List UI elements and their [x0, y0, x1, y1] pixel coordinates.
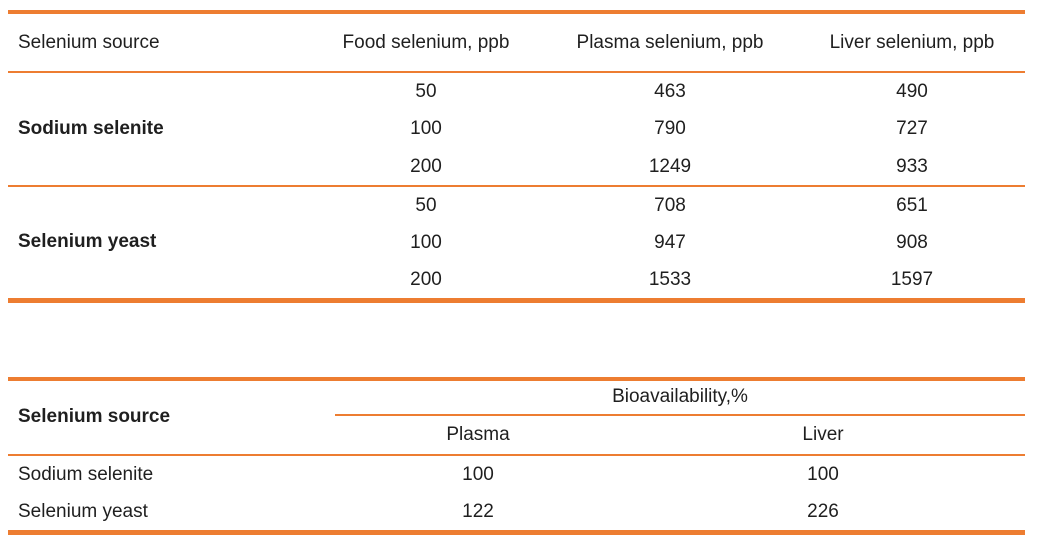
plasma-value-cell: 947: [654, 232, 686, 253]
liver-value-cell: 908: [896, 232, 928, 253]
plasma-value-cell: 790: [654, 118, 686, 139]
liver-value-cell: 226: [807, 500, 839, 522]
table-row: 100 947 908: [8, 224, 1025, 262]
food-value-cell: 200: [410, 155, 442, 177]
plasma-value-cell: 100: [462, 463, 494, 485]
document-page: Selenium source Food selenium, ppb Plasm…: [8, 10, 1026, 535]
liver-value-cell: 727: [896, 118, 928, 139]
header-bioavailability: Bioavailability,%: [335, 378, 1026, 416]
sodium-selenite-group: Sodium selenite 50 463 490 100 790 727 2…: [8, 72, 1025, 186]
table-row: Sodium selenite 100 100: [8, 455, 1025, 494]
source-cell: Selenium yeast: [18, 231, 157, 253]
table-row: 200 1533 1597: [8, 262, 1025, 300]
bioavailability-table: Selenium source Bioavailability,% Plasma…: [8, 376, 1026, 535]
liver-value-cell: 1597: [890, 268, 934, 290]
liver-value-cell: 100: [807, 463, 839, 485]
food-value-cell: 100: [410, 232, 442, 253]
header-plasma: Plasma: [446, 423, 510, 445]
plasma-value-cell: 1249: [648, 155, 692, 177]
table1-header-row: Selenium source Food selenium, ppb Plasm…: [8, 12, 1025, 72]
table-row: Sodium selenite 50 463 490: [8, 72, 1025, 140]
source-cell: Selenium yeast: [18, 500, 148, 522]
table-row: Selenium yeast 122 226: [8, 494, 1025, 533]
table-row: 200 1249 933: [8, 148, 1025, 186]
source-cell: Sodium selenite: [18, 463, 154, 485]
header-selenium-source: Selenium source: [18, 406, 171, 427]
plasma-value-cell: 1533: [648, 268, 692, 290]
plasma-value-cell: 122: [462, 500, 494, 522]
food-value-cell: 50: [415, 194, 437, 216]
table-row: Selenium yeast 50 708 651: [8, 186, 1025, 253]
source-cell: Sodium selenite: [18, 118, 164, 139]
header-food-selenium: Food selenium, ppb: [342, 31, 510, 53]
food-value-cell: 200: [410, 268, 442, 290]
header-liver-selenium: Liver selenium, ppb: [829, 31, 995, 53]
liver-value-cell: 490: [896, 80, 928, 102]
header-selenium-source: Selenium source: [18, 31, 160, 53]
food-value-cell: 100: [410, 118, 442, 139]
food-value-cell: 50: [415, 80, 437, 102]
liver-value-cell: 651: [896, 194, 928, 216]
table2-header-row-1: Selenium source Bioavailability,%: [8, 378, 1026, 427]
plasma-value-cell: 708: [654, 194, 686, 216]
plasma-value-cell: 463: [654, 80, 686, 102]
selenium-levels-table: Selenium source Food selenium, ppb Plasm…: [8, 10, 1025, 303]
header-liver: Liver: [802, 423, 844, 445]
selenium-yeast-group: Selenium yeast 50 708 651 100 947 908 20…: [8, 186, 1025, 300]
header-plasma-selenium: Plasma selenium, ppb: [576, 31, 764, 53]
table2-header-row-2: Plasma Liver: [8, 415, 1025, 455]
table-row: 100 790 727: [8, 110, 1025, 148]
liver-value-cell: 933: [896, 155, 928, 177]
